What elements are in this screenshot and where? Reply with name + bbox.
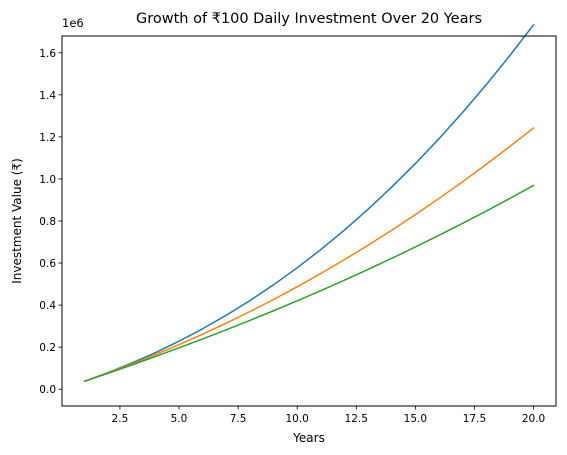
y-tick-label: 1.2 [39,132,56,144]
y-tick-label: 1.0 [39,174,56,186]
chart-title: Growth of ₹100 Daily Investment Over 20 … [136,11,482,27]
y-tick-label: 0.6 [39,258,56,270]
x-axis-title: Years [292,431,325,445]
series-line-2 [83,127,535,383]
plot-lines [83,24,535,383]
y-tick-label: 1.6 [39,48,56,60]
y-tick-label: 0.4 [39,300,56,312]
y-tick-label: 1.4 [39,90,56,102]
y-axis-title: Investment Value (₹) [10,158,24,284]
x-tick-label: 2.5 [112,413,129,425]
series-line-1 [83,24,535,383]
y-axis-ticks: 0.0 0.2 0.4 0.6 0.8 1.0 1.2 1.4 1.6 [39,48,62,396]
y-tick-label: 0.2 [39,342,56,354]
x-axis-ticks: 2.5 5.0 7.5 10.0 12.5 15.0 17.5 20.0 [112,406,545,425]
x-tick-label: 20.0 [522,413,545,425]
plot-frame [61,35,557,407]
x-tick-label: 15.0 [404,413,427,425]
y-tick-label: 0.0 [39,384,56,396]
x-tick-label: 7.5 [230,413,247,425]
x-tick-label: 5.0 [171,413,188,425]
x-tick-label: 10.0 [285,413,308,425]
y-tick-label: 0.8 [39,216,56,228]
series-line-3 [83,184,535,383]
y-axis-multiplier: 1e6 [62,16,84,30]
x-tick-label: 17.5 [463,413,486,425]
x-tick-label: 12.5 [345,413,368,425]
